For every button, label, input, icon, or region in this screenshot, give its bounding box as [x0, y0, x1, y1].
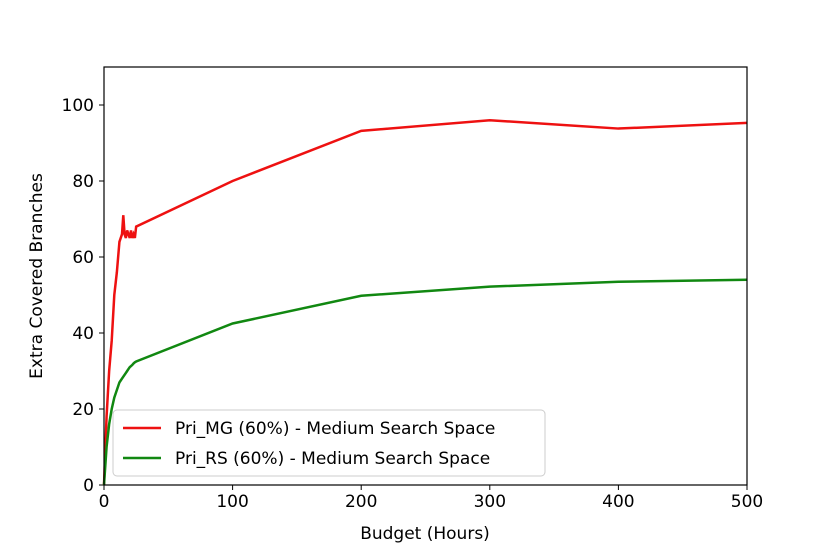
x-tick-label: 500: [731, 492, 763, 512]
x-tick-label: 400: [602, 492, 634, 512]
y-tick-label: 0: [83, 476, 94, 496]
legend-label: Pri_RS (60%) - Medium Search Space: [175, 449, 490, 469]
y-tick-label: 100: [62, 96, 94, 116]
legend-label: Pri_MG (60%) - Medium Search Space: [175, 419, 495, 439]
y-axis-label: Extra Covered Branches: [27, 173, 47, 379]
x-tick-label: 300: [474, 492, 506, 512]
plot-frame: [103, 66, 748, 486]
x-tick-label: 200: [345, 492, 377, 512]
series-line: [102, 278, 748, 486]
series-line: [102, 118, 748, 486]
x-axis-label: Budget (Hours): [360, 524, 490, 544]
y-tick-label: 80: [72, 172, 94, 192]
x-tick-label: 100: [216, 492, 248, 512]
x-tick-label: 0: [99, 492, 110, 512]
y-tick-label: 60: [72, 248, 94, 268]
y-tick-label: 40: [72, 324, 94, 344]
y-tick-label: 20: [72, 400, 94, 420]
legend-box: [112, 409, 546, 477]
